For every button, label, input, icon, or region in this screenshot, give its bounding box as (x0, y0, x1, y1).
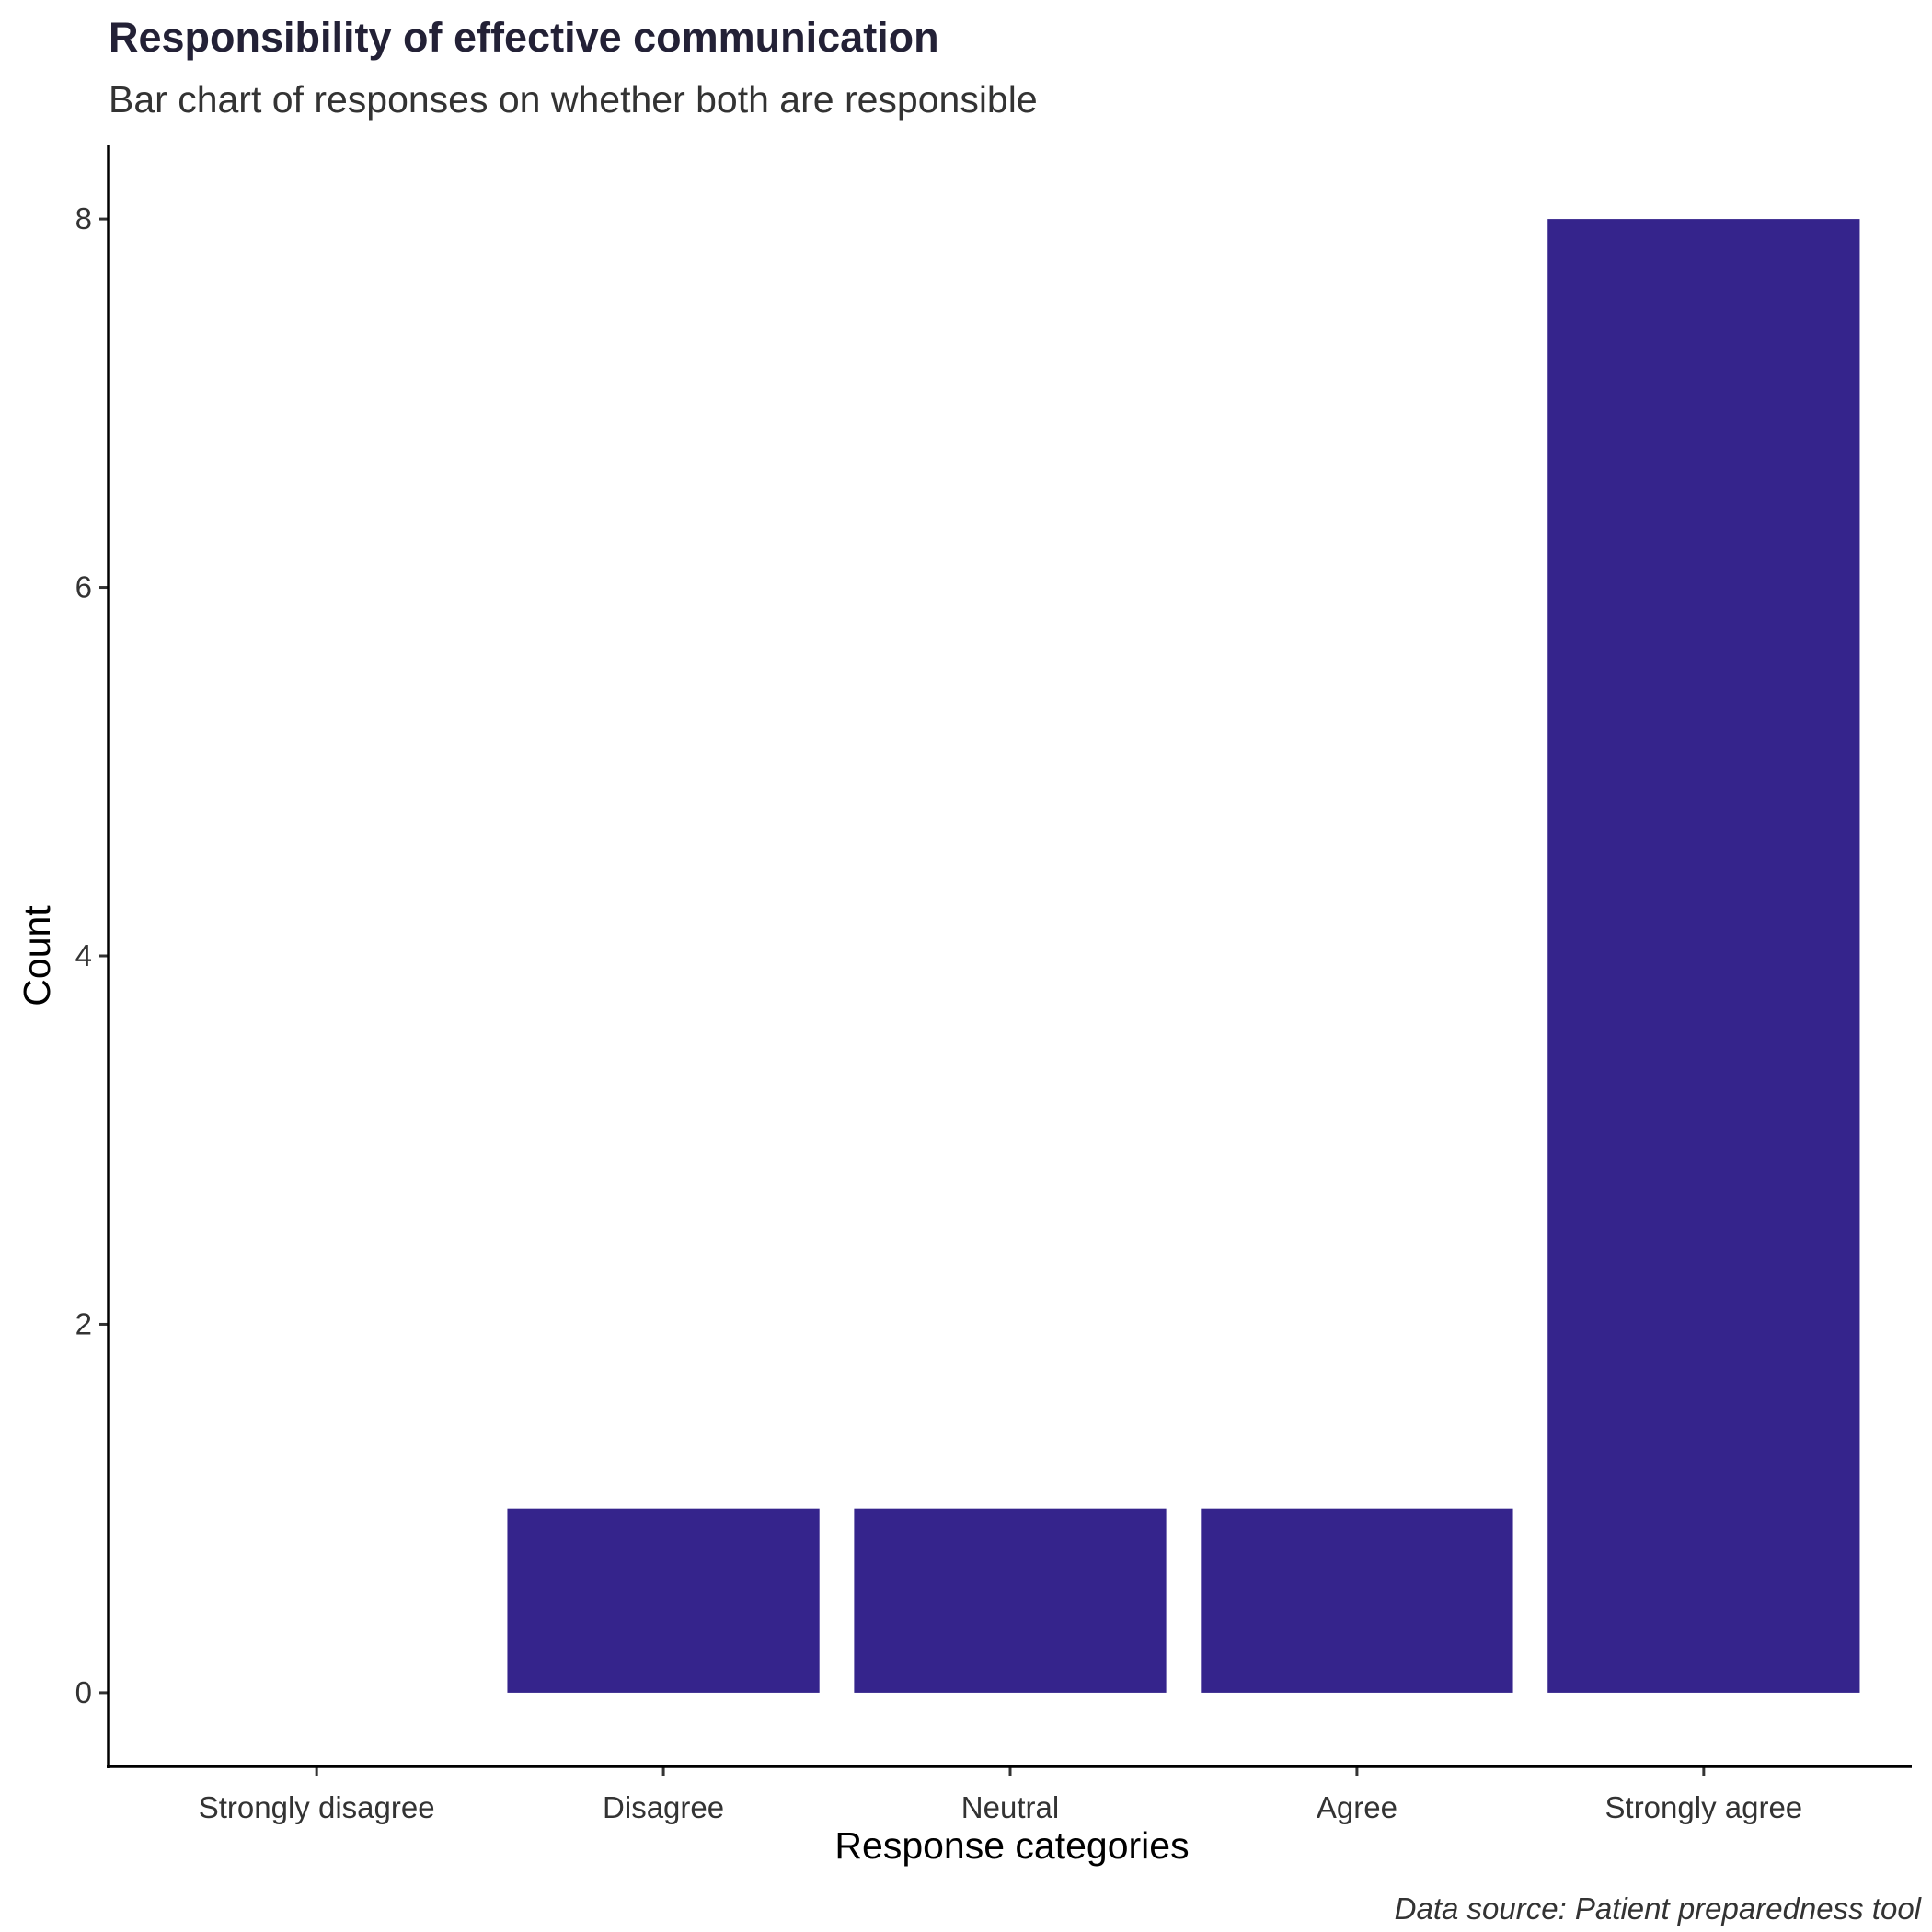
x-tick-label-disagree: Disagree (603, 1790, 724, 1824)
bar-agree (1201, 1508, 1513, 1693)
chart-caption: Data source: Patient preparedness tool (1395, 1892, 1923, 1926)
chart-title: Responsibility of effective communicatio… (109, 14, 939, 61)
bar-strongly-agree (1547, 219, 1860, 1693)
x-tick-label-neutral: Neutral (961, 1790, 1059, 1824)
x-tick-label-strongly-agree: Strongly agree (1605, 1790, 1803, 1824)
x-axis-ticks: Strongly disagree Disagree Neutral Agree Str… (199, 1766, 1802, 1824)
x-tick-label-strongly-disagree: Strongly disagree (199, 1790, 435, 1824)
y-tick-label: 0 (75, 1675, 92, 1709)
x-tick-label-agree: Agree (1317, 1790, 1397, 1824)
plot-area: 0 2 4 6 8 Strongly disagree Disagree Neutral Ag… (75, 145, 1912, 1824)
bar-neutral (854, 1508, 1167, 1693)
y-tick-label: 2 (75, 1306, 92, 1340)
chart-subtitle: Bar chart of responses on whether both a… (109, 78, 1038, 121)
x-axis-title: Response categories (834, 1824, 1189, 1867)
y-tick-label: 8 (75, 201, 92, 236)
y-tick-label: 4 (75, 938, 92, 972)
y-axis-ticks: 0 2 4 6 8 (75, 201, 109, 1709)
y-axis-title: Count (16, 905, 58, 1006)
bars-group (507, 219, 1860, 1693)
bar-disagree (507, 1508, 820, 1693)
y-tick-label: 6 (75, 570, 92, 604)
